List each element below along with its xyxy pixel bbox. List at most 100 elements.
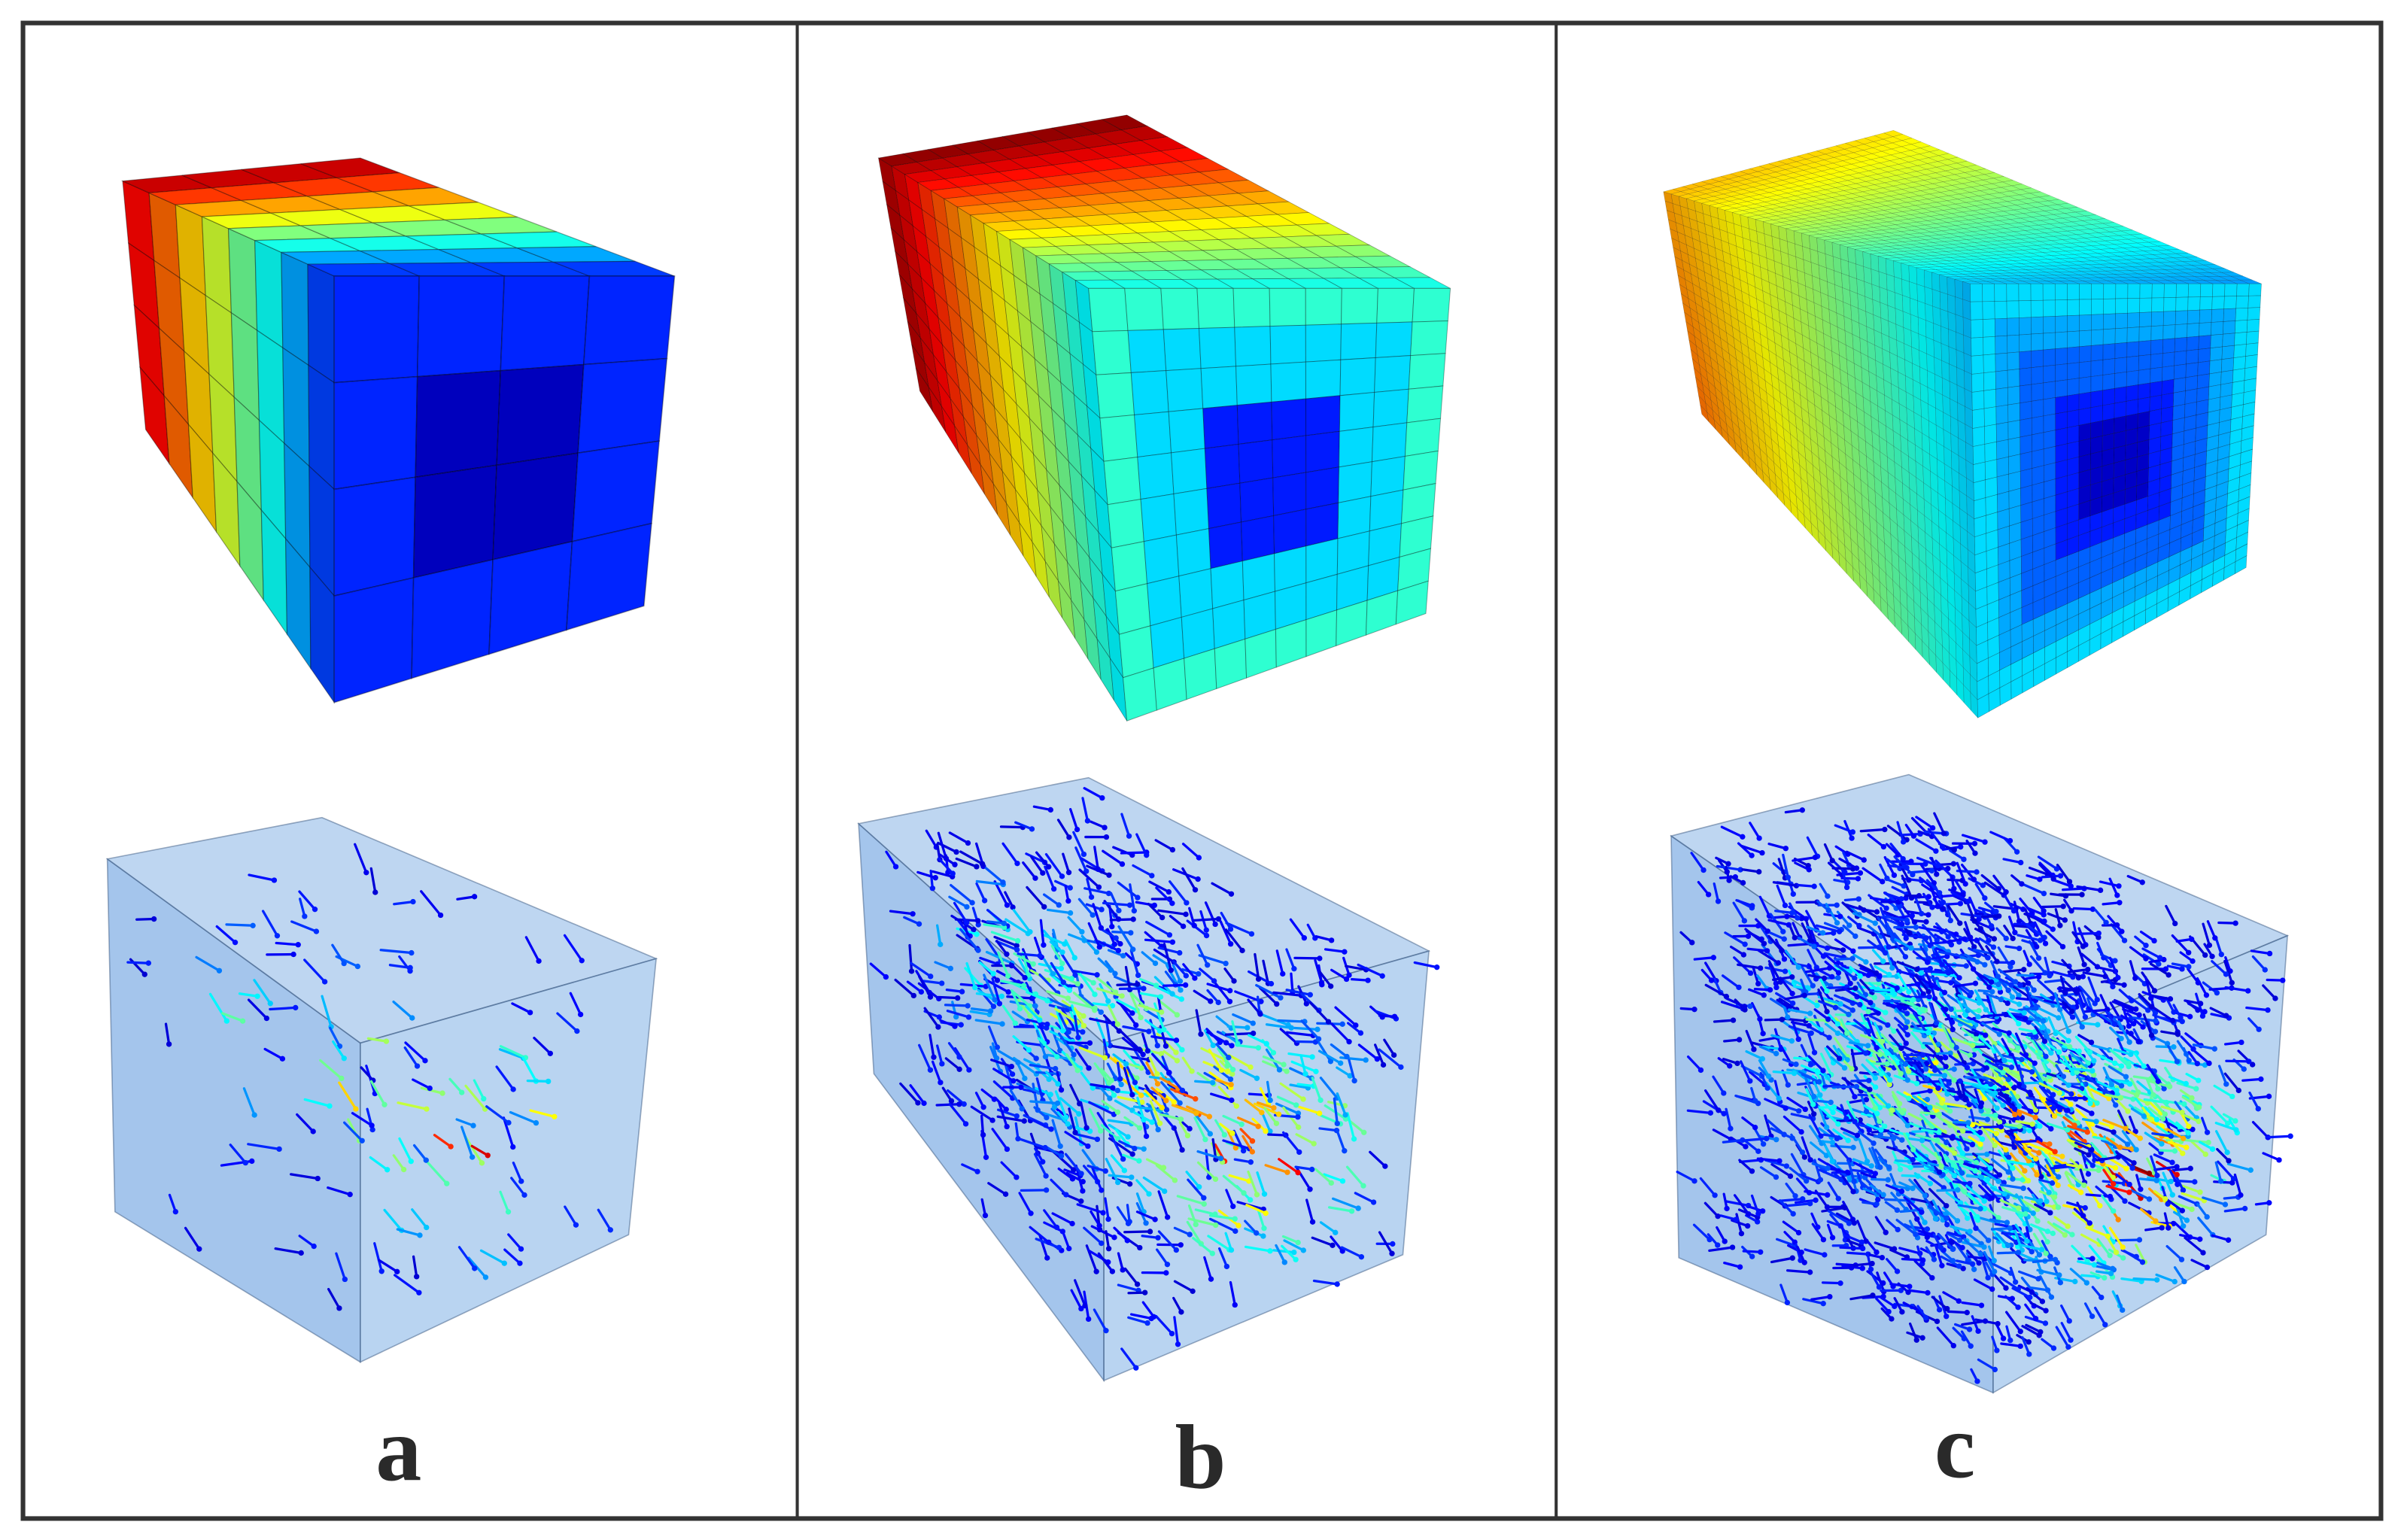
arrow-head	[1050, 885, 1057, 892]
arrow-head	[1226, 1054, 1232, 1061]
arrow-head	[1223, 1263, 1230, 1270]
arrow-head	[1033, 1056, 1039, 1062]
arrow-head	[1080, 1022, 1087, 1029]
arrow-head	[1149, 873, 1155, 879]
vector-arrow	[1109, 918, 1135, 922]
arrow-head	[311, 1243, 317, 1250]
arrow-head	[1086, 1065, 1092, 1071]
arrow-head	[1001, 920, 1007, 927]
vector-arrow	[1191, 917, 1220, 922]
arrow-head	[249, 1158, 255, 1165]
arrow-head	[1177, 949, 1183, 956]
arrow-head	[1098, 1009, 1104, 1016]
arrow-head	[1280, 970, 1286, 977]
arrow-head	[966, 1067, 972, 1073]
arrow-head	[1291, 965, 1297, 972]
arrow-head	[1154, 1043, 1160, 1049]
arrow-head	[1182, 982, 1189, 989]
arrow-head	[962, 1121, 969, 1127]
arrow-head	[1293, 1256, 1299, 1262]
arrow-head	[1263, 1040, 1269, 1047]
arrow-head	[1213, 1222, 1219, 1229]
arrow-head	[950, 870, 956, 876]
arrow-head	[1179, 1046, 1185, 1053]
arrow-head	[1207, 1131, 1214, 1137]
arrow-head	[1037, 952, 1043, 959]
arrow-head	[1012, 1020, 1019, 1026]
arrow-head	[1125, 1134, 1131, 1140]
arrow-head	[1043, 1187, 1050, 1193]
arrow-head	[1178, 1242, 1184, 1248]
arrow-head	[927, 994, 934, 1000]
arrow-head	[1311, 1141, 1317, 1147]
arrow-head	[1098, 925, 1105, 931]
arrow-head	[1228, 891, 1235, 897]
vector-arrow	[1162, 983, 1187, 987]
arrow-head	[1105, 998, 1111, 1004]
arrow-head	[546, 1078, 552, 1085]
arrow-head	[1355, 1205, 1361, 1211]
arrow-head	[2121, 937, 2128, 943]
arrow-head	[1120, 1267, 1126, 1273]
arrow-head	[1215, 999, 1221, 1006]
arrow-head	[1059, 873, 1065, 879]
arrow-head	[1059, 961, 1065, 967]
arrow-head	[1773, 1137, 1779, 1143]
arrow-head	[1106, 1080, 1112, 1086]
arrow-head	[953, 849, 959, 855]
arrow-head	[1029, 826, 1035, 832]
vector-arrow	[980, 1114, 985, 1137]
arrow-head	[1361, 1129, 1367, 1135]
arrow-head	[1904, 1031, 1910, 1038]
arrow-head	[448, 1144, 454, 1150]
arrow-head	[1380, 1062, 1387, 1068]
arrow-head	[347, 1192, 353, 1198]
arrow-head	[1357, 1030, 1364, 1036]
arrow-head	[1136, 1046, 1142, 1052]
arrow-head	[1190, 1288, 1196, 1294]
arrow-head	[274, 933, 281, 939]
arrow-head	[1245, 1025, 1251, 1031]
arrow-head	[1014, 860, 1020, 867]
arrow-head	[1014, 937, 1021, 944]
arrow-head	[547, 1050, 553, 1056]
arrow-head	[1374, 1056, 1381, 1062]
arrow-head	[1002, 1191, 1009, 1197]
arrow-head	[1102, 825, 1108, 831]
vector-arrow	[935, 1103, 961, 1107]
arrow-head	[1129, 1151, 1135, 1157]
arrow-head	[1226, 998, 1233, 1004]
arrow-head	[1229, 1130, 1235, 1137]
arrow-head	[1255, 1045, 1262, 1051]
arrow-head	[1296, 1149, 1302, 1156]
arrow-head	[341, 960, 347, 967]
arrow-head	[1096, 944, 1102, 950]
arrow-head	[1434, 964, 1440, 970]
arrow-head	[1074, 1068, 1080, 1074]
arrow-head	[1022, 974, 1028, 981]
arrow-head	[1212, 1176, 1219, 1183]
arrow-head	[1189, 1068, 1195, 1074]
arrow-head	[1129, 1092, 1135, 1098]
arrow-head	[607, 1227, 613, 1233]
arrow-head	[1123, 1061, 1129, 1067]
arrow-head	[1229, 1043, 1235, 1049]
arrow-head	[378, 1268, 384, 1274]
arrow-head	[1193, 1221, 1199, 1228]
arrow-head	[150, 916, 157, 922]
arrow-head	[1313, 1068, 1319, 1074]
arrow-head	[1090, 912, 1096, 918]
arrow-head	[2187, 1013, 2193, 1019]
arrow-head	[1059, 1028, 1066, 1034]
arrow-head	[1068, 976, 1074, 982]
arrow-head	[1389, 1250, 1395, 1256]
arrow-head	[989, 1117, 995, 1123]
arrow-head	[1954, 1218, 1961, 1224]
arrow-head	[1114, 1179, 1121, 1186]
arrow-head	[1174, 1058, 1181, 1064]
arrow-head	[1129, 1010, 1135, 1016]
arrow-head	[1208, 998, 1214, 1004]
arrow-head	[1155, 1126, 1161, 1133]
arrow-head	[394, 1268, 400, 1274]
arrow-head	[1056, 1244, 1062, 1250]
